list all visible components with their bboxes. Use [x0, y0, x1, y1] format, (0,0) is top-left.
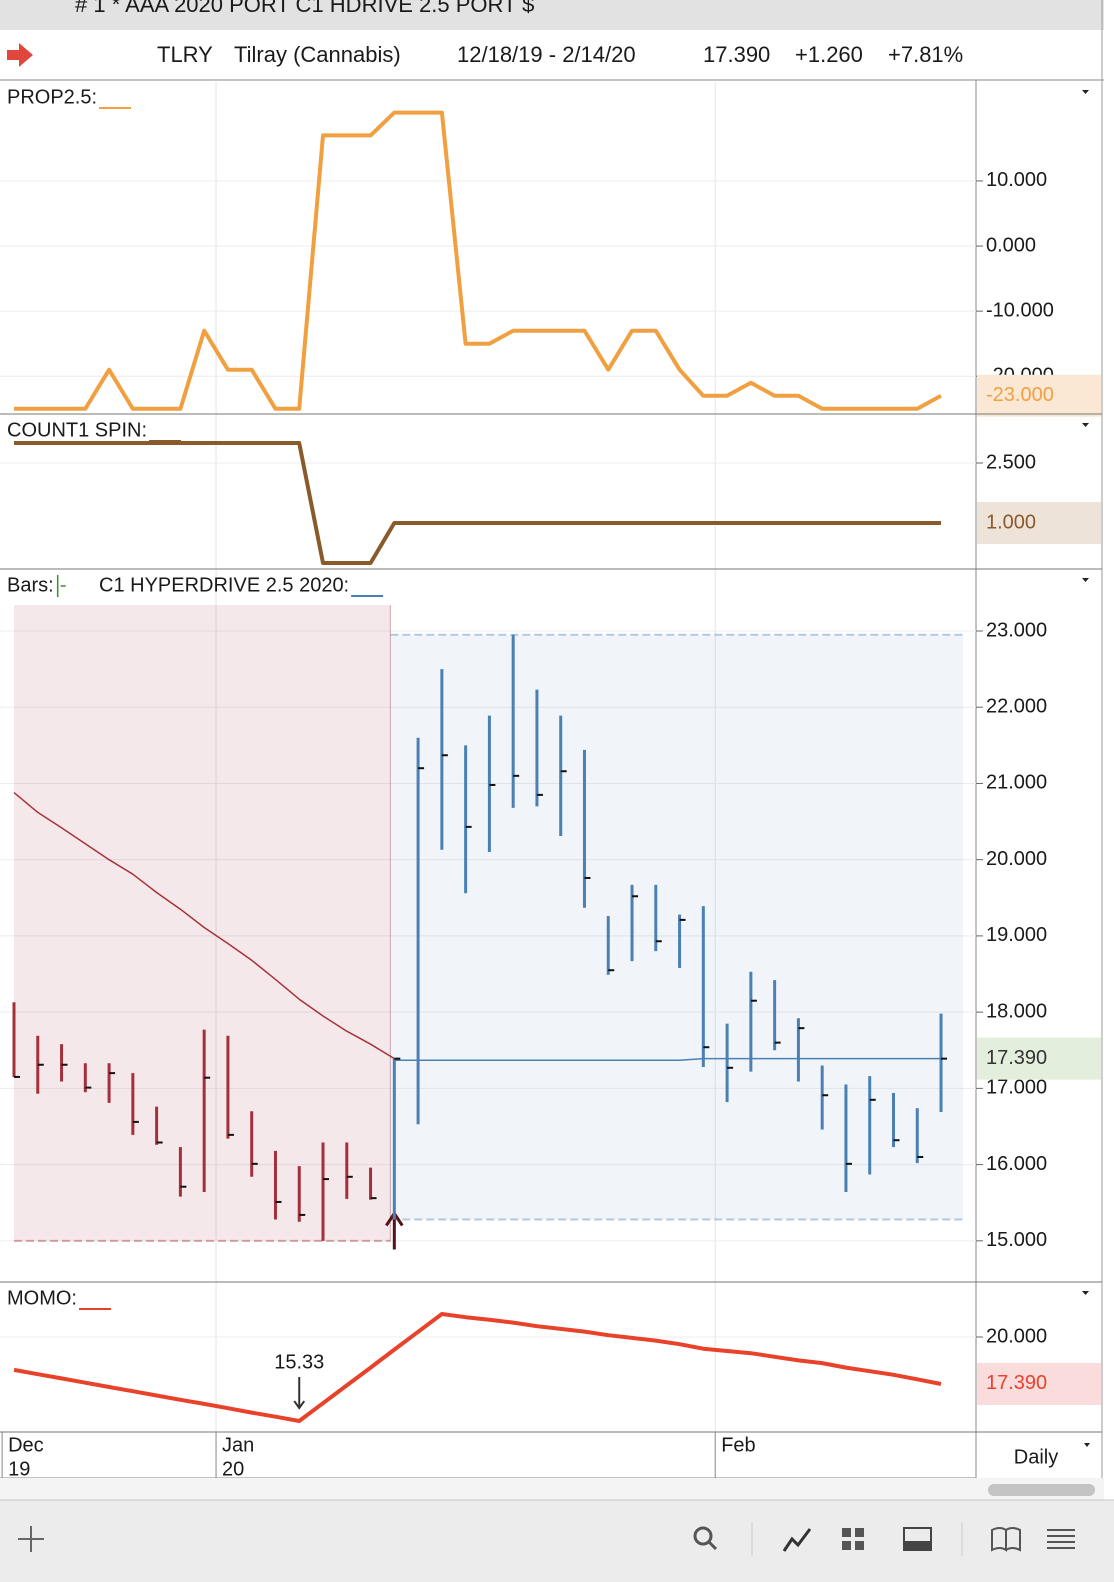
panel-menu[interactable] — [1082, 423, 1089, 427]
moving-average — [13, 792, 395, 1060]
signal-region — [14, 605, 391, 1241]
year-label: 19 — [8, 1458, 30, 1480]
y-tick-label: 2.500 — [986, 451, 1036, 473]
toolbar — [0, 1500, 1114, 1582]
last-value-label: -23.000 — [986, 384, 1054, 406]
panel-button[interactable] — [903, 1527, 932, 1551]
y-tick-label: 15.000 — [986, 1229, 1047, 1251]
date-range: 12/18/19 - 2/14/20 — [457, 42, 636, 67]
y-tick-label: 20.000 — [986, 848, 1047, 870]
y-tick-label: 19.000 — [986, 924, 1047, 946]
interval[interactable]: Daily — [1014, 1446, 1058, 1468]
change-pct: +7.81% — [888, 42, 963, 67]
panel-title: Bars: — [7, 574, 54, 596]
last-value-label: 1.000 — [986, 511, 1036, 533]
search-button[interactable] — [693, 1526, 718, 1551]
company-name: Tilray (Cannabis) — [234, 42, 401, 67]
bars-icon — [56, 575, 66, 597]
title-bar — [0, 0, 1104, 30]
scroll-area — [0, 1478, 1104, 1500]
y-tick-label: 23.000 — [986, 619, 1047, 641]
last-value-box — [977, 374, 1101, 417]
indicator-line — [13, 1312, 942, 1423]
book-button[interactable] — [991, 1527, 1021, 1552]
y-tick-label: 17.000 — [986, 1077, 1047, 1099]
chart-button[interactable] — [782, 1528, 812, 1552]
month-label: Dec — [8, 1434, 44, 1456]
y-tick-label: 20.000 — [986, 1325, 1047, 1347]
panel-subtitle: C1 HYPERDRIVE 2.5 2020: — [99, 574, 349, 596]
add-button[interactable] — [18, 1526, 44, 1552]
panel-title: COUNT1 SPIN: — [7, 419, 147, 441]
panel-menu[interactable] — [1082, 90, 1089, 94]
interval-dropdown[interactable] — [1084, 1443, 1090, 1447]
panel-title: MOMO: — [7, 1287, 77, 1309]
annotation-arrow — [293, 1377, 306, 1410]
signal-region — [390, 634, 964, 1220]
last-value-label: 17.390 — [986, 1047, 1047, 1069]
last-value-box — [977, 502, 1101, 544]
y-tick-label: 21.000 — [986, 772, 1047, 794]
y-tick-label: 22.000 — [986, 695, 1047, 717]
last-value-label: 17.390 — [986, 1372, 1047, 1394]
panel-title: PROP2.5: — [7, 86, 97, 108]
y-tick-label: 18.000 — [986, 1000, 1047, 1022]
indicator-line — [14, 110, 942, 411]
panel-menu[interactable] — [1082, 1291, 1089, 1295]
menu-button[interactable] — [1047, 1529, 1075, 1549]
moving-average — [394, 1057, 941, 1061]
month-label: Jan — [222, 1434, 254, 1456]
quote-bar — [0, 30, 1104, 80]
change: +1.260 — [795, 42, 863, 67]
y-tick-label: 16.000 — [986, 1153, 1047, 1175]
panel-menu[interactable] — [1082, 578, 1089, 582]
year-label: 20 — [222, 1458, 244, 1480]
annotation: 15.33 — [274, 1351, 324, 1373]
last-price: 17.390 — [703, 42, 770, 67]
y-tick-label: -10.000 — [986, 299, 1054, 321]
y-tick-label: 10.000 — [986, 169, 1047, 191]
window-title: # 1 * AAA 2020 PORT C1 HDRIVE 2.5 PORT $ — [75, 0, 534, 17]
indicator-line — [14, 441, 941, 565]
grid-button[interactable] — [842, 1528, 864, 1550]
symbol: TLRY — [157, 42, 213, 67]
y-tick-label: 0.000 — [986, 234, 1036, 256]
last-value-box — [977, 1362, 1101, 1405]
scrollbar[interactable] — [988, 1484, 1095, 1496]
arrow-icon[interactable] — [7, 43, 33, 67]
last-value-box — [977, 1037, 1101, 1080]
month-label: Feb — [721, 1434, 755, 1456]
